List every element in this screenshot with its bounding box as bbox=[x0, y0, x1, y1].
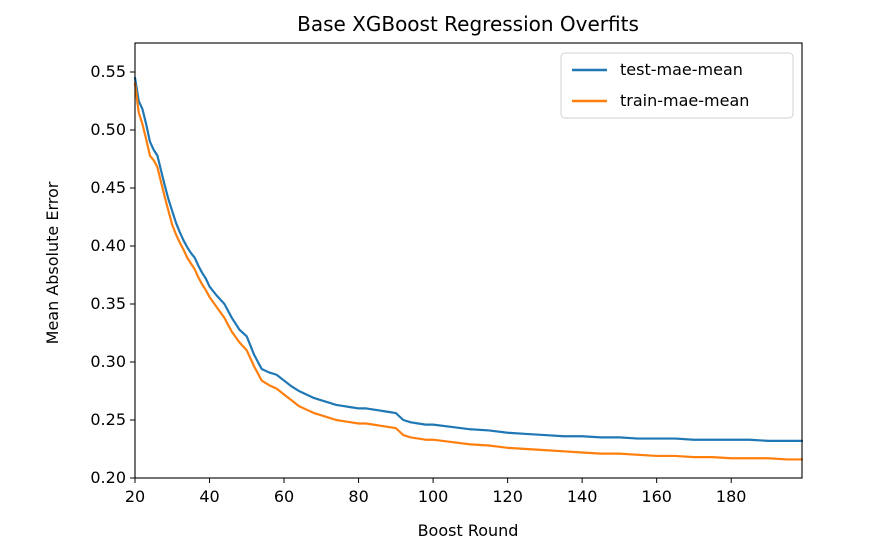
train-mae-mean-line bbox=[133, 82, 804, 461]
x-tick-label: 40 bbox=[199, 487, 219, 506]
x-tick-label: 60 bbox=[274, 487, 294, 506]
x-tick-label: 120 bbox=[492, 487, 523, 506]
legend-box bbox=[560, 52, 794, 119]
x-tick-label: 80 bbox=[348, 487, 368, 506]
x-tick-label: 160 bbox=[641, 487, 672, 506]
x-tick-label: 140 bbox=[567, 487, 598, 506]
y-tick-label: 0.50 bbox=[90, 120, 126, 139]
legend: test-mae-mean train-mae-mean bbox=[560, 52, 794, 119]
x-axis-label: Boost Round bbox=[418, 521, 519, 540]
y-ticks: 0.20 0.25 0.30 0.35 0.40 0.45 0.50 0.55 bbox=[90, 62, 135, 487]
y-tick-label: 0.40 bbox=[90, 236, 126, 255]
x-axis: 20 40 60 80 100 120 140 160 180 Boost Ro… bbox=[125, 478, 747, 540]
test-mae-mean-line bbox=[133, 76, 804, 442]
plot-frame bbox=[134, 42, 803, 479]
x-ticks: 20 40 60 80 100 120 140 160 180 bbox=[125, 478, 747, 506]
legend-label-train-mae-mean: train-mae-mean bbox=[620, 91, 749, 110]
y-tick-label: 0.45 bbox=[90, 178, 126, 197]
chart-title: Base XGBoost Regression Overfits bbox=[297, 12, 639, 36]
y-tick-label: 0.55 bbox=[90, 62, 126, 81]
x-tick-label: 100 bbox=[418, 487, 449, 506]
y-tick-label: 0.25 bbox=[90, 410, 126, 429]
y-axis-label: Mean Absolute Error bbox=[43, 181, 62, 344]
y-tick-label: 0.20 bbox=[90, 468, 126, 487]
y-tick-label: 0.35 bbox=[90, 294, 126, 313]
series-layer bbox=[133, 76, 804, 461]
y-tick-label: 0.30 bbox=[90, 352, 126, 371]
y-axis: 0.20 0.25 0.30 0.35 0.40 0.45 0.50 0.55 … bbox=[43, 62, 135, 487]
x-tick-label: 20 bbox=[125, 487, 145, 506]
x-tick-label: 180 bbox=[716, 487, 747, 506]
legend-label-test-mae-mean: test-mae-mean bbox=[620, 60, 743, 79]
